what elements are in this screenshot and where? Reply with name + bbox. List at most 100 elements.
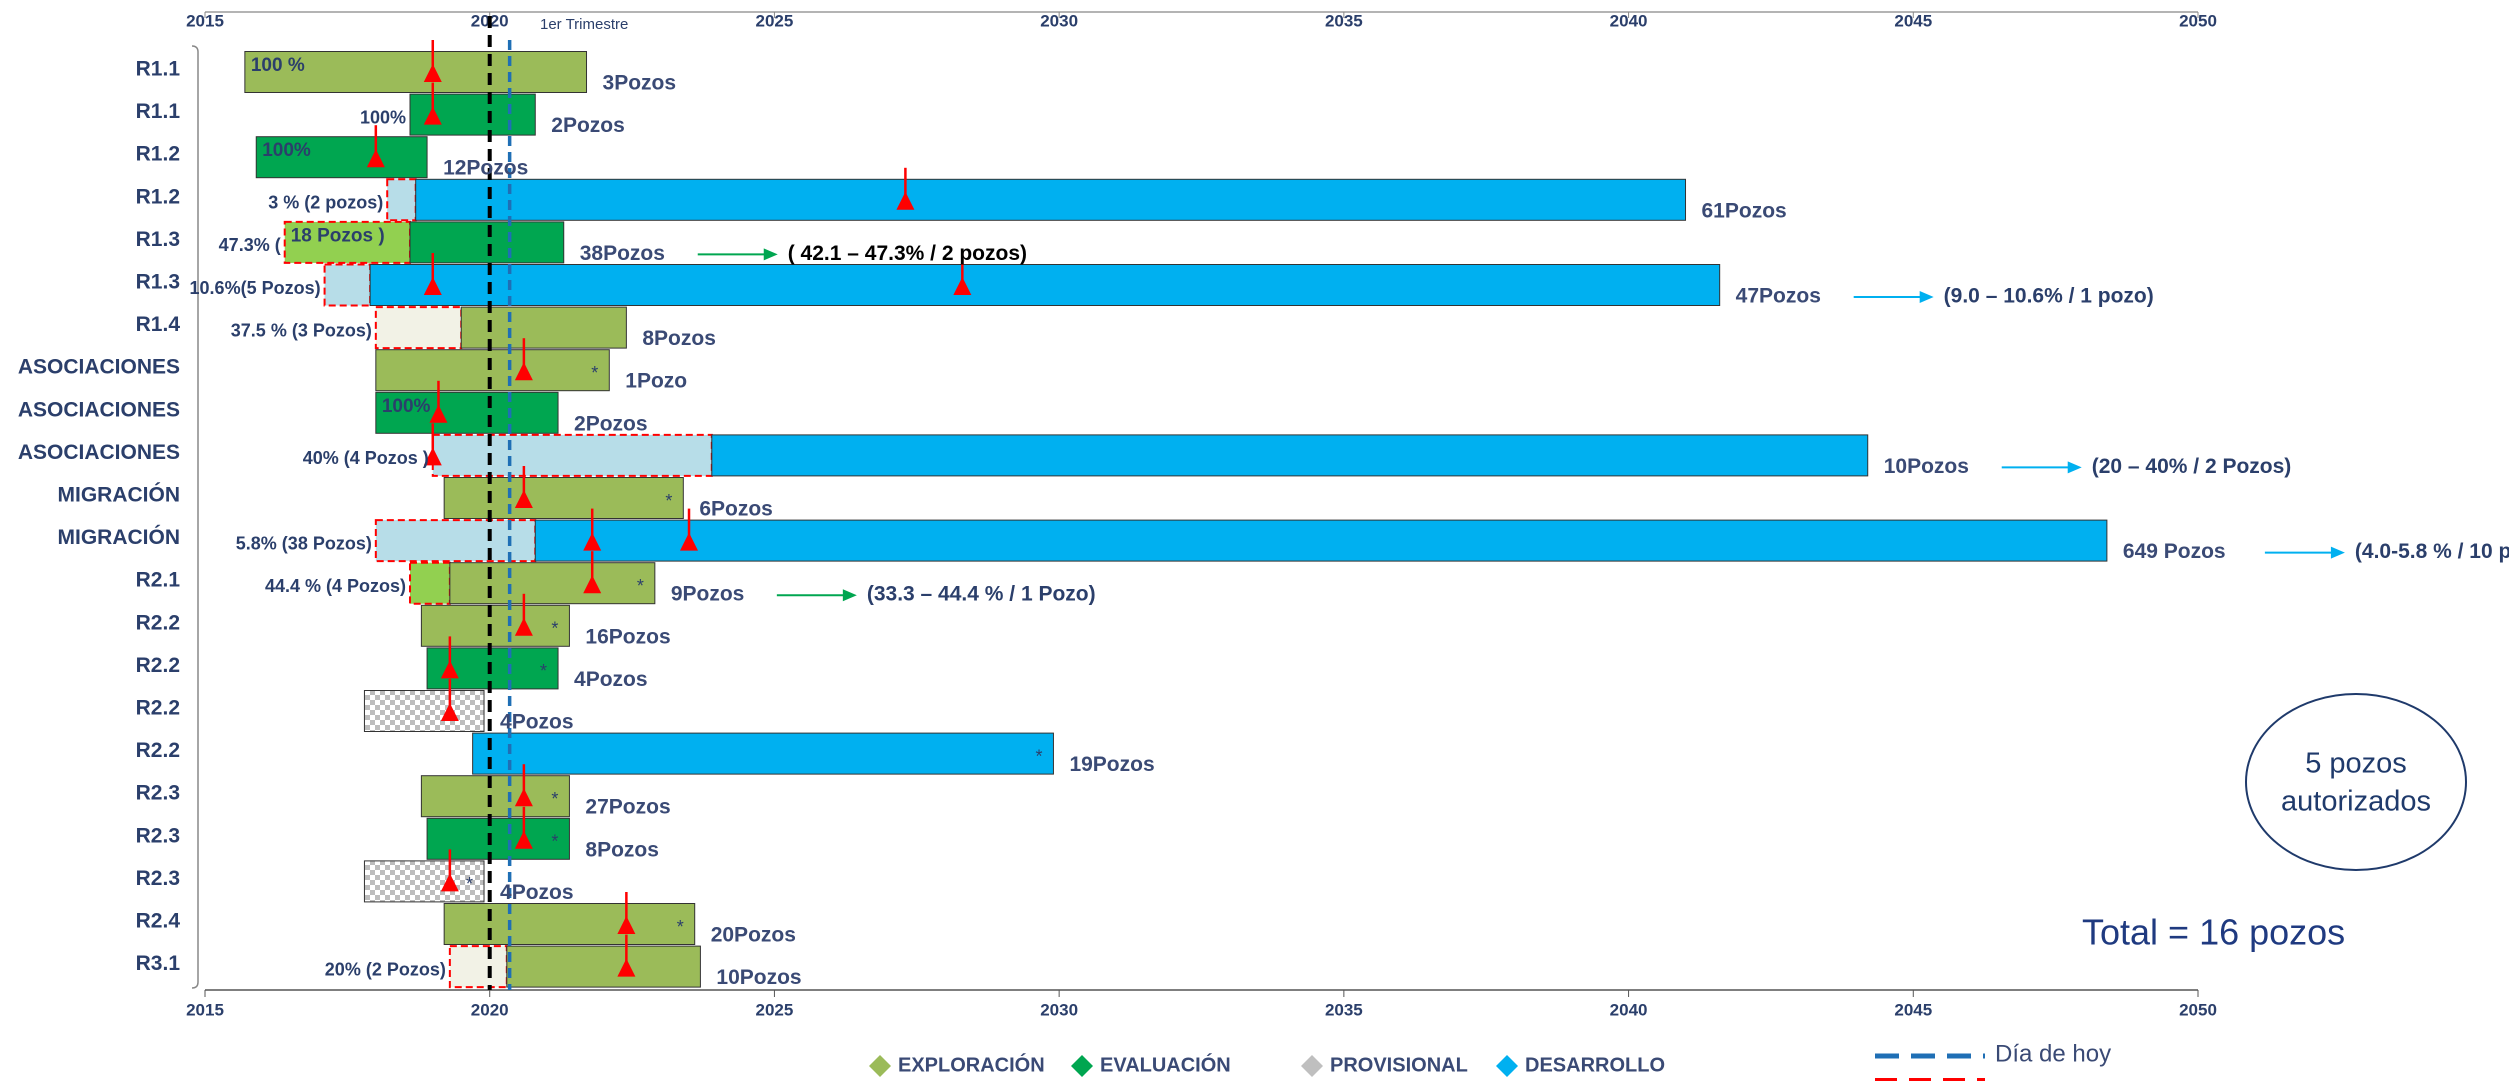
milestone-marker [953,277,972,295]
milestone-marker [514,617,533,636]
wells-label: 3Pozos [603,72,677,95]
milestone-marker [617,916,636,934]
row-label: R1.3 [136,228,180,251]
range-note: (20 – 40% / 2 Pozos) [2092,455,2292,478]
row-bracket [191,45,199,989]
percent-label: 47.3% ( [219,235,281,255]
range-note: (9.0 – 10.6% / 1 pozo) [1944,285,2154,308]
bottom-tick-label: 2025 [756,1000,794,1019]
percent-label: 5.8% (38 Pozos) [236,533,372,553]
milestone-marker [514,830,533,849]
milestone-marker [514,788,533,807]
legend-today-label: Día de hoy [1995,1040,2111,1067]
row-label: R2.4 [136,910,181,933]
bar-desarrollo [534,519,2108,562]
row-label: R1.2 [136,143,180,166]
bar-exploracion [443,903,696,945]
bar-pending [374,306,463,350]
bar-inner-label: 100% [262,140,311,161]
star-mark: * [466,874,473,894]
total-note: Total = 16 pozos [2082,912,2345,953]
bar-desarrollo [472,732,1054,775]
wells-label: 2Pozos [574,412,648,435]
bar-evaluacion [409,221,565,264]
circle-text-line-2: autorizados [2281,786,2431,818]
reference-lines [487,16,512,990]
bottom-tick-label: 2050 [2179,1000,2217,1019]
axes: 2015201520202020202520252030203020352035… [186,11,2217,1019]
milestone-marker [583,532,602,551]
top-note-label: 1er Trimestre [540,16,628,33]
row-label: R2.2 [136,739,180,762]
milestone-marker [514,490,533,508]
bar-exploracion [506,945,701,988]
bar-desarrollo_light [431,433,713,477]
star-mark: * [665,491,672,511]
range-note: (4.0-5.8 % / 10 pozos) [2355,540,2509,563]
bottom-tick-label: 2015 [186,1000,224,1019]
milestone-marker [423,447,442,466]
row-label: R1.2 [136,185,180,208]
top-tick-label: 2025 [756,11,794,30]
milestone-marker [440,873,459,892]
wells-label: 2Pozos [551,114,625,137]
wells-label: 8Pozos [642,327,716,350]
legend-label: EXPLORACIÓN [898,1052,1045,1076]
note-arrowhead [2067,461,2082,474]
percent-label: 20% (2 Pozos) [325,959,446,979]
top-tick-label: 2050 [2179,11,2217,30]
top-tick-label: 2030 [1040,11,1078,30]
milestone-marker [429,404,448,423]
wells-label: 20Pozos [711,924,796,947]
bar-exploracion [420,775,570,818]
bottom-tick-label: 2045 [1894,1000,1932,1019]
row-label: ASOCIACIONES [18,356,180,379]
bar-inner-label: 18 Pozos ) [291,225,385,246]
labels-layer: R1.1 100 % 3Pozos R1.1 100% 2Pozos R1.2 100% 12P… [18,55,2226,989]
star-mark: * [540,661,547,681]
star-mark: * [1035,746,1042,766]
bar-evaluacion [255,136,428,179]
milestone-marker [423,64,442,82]
bottom-tick-label: 2020 [471,1000,509,1019]
bar-exploracion [460,306,627,349]
star-mark: * [677,917,684,937]
row-label: R2.2 [136,654,180,677]
top-tick-label: 2045 [1894,11,1932,30]
note-arrowhead [842,589,857,602]
milestone-marker [514,362,533,381]
bar-desarrollo_light [386,178,417,222]
row-label: MIGRACIÓN [58,483,181,507]
row-label: ASOCIACIONES [18,398,180,421]
bar-exploracion [449,562,656,605]
bar-desarrollo_light [323,263,372,307]
bar-evaluacion [375,391,559,434]
milestone-marker [583,575,602,594]
legend-diamond [1496,1055,1518,1077]
milestone-marker [366,149,385,168]
markers-layer [366,40,972,977]
milestone-marker [680,532,699,551]
legend-diamond [1071,1055,1093,1077]
row-label: R2.3 [136,867,180,890]
legend-label: DESARROLLO [1525,1054,1665,1076]
bar-exploracion [375,349,610,392]
top-tick-label: 2040 [1610,11,1648,30]
wells-label: 8Pozos [585,838,659,861]
percent-label: 40% (4 Pozos ) [303,448,429,468]
wells-label: 38Pozos [580,242,665,265]
wells-label: 61Pozos [1702,199,1787,222]
star-mark: * [551,789,558,809]
milestone-marker [440,703,459,721]
percent-label: 37.5 % (3 Pozos) [231,320,372,340]
note-arrowhead [1919,291,1934,303]
milestone-marker [617,958,636,977]
row-label: R2.2 [136,611,180,634]
top-tick-label: 2035 [1325,11,1363,30]
row-label: R2.3 [136,824,180,847]
wells-label: 12Pozos [443,157,528,180]
wells-label: 649 Pozos [2123,540,2226,563]
legend-label: EVALUACIÓN [1100,1052,1231,1076]
legend-diamond [869,1055,891,1077]
